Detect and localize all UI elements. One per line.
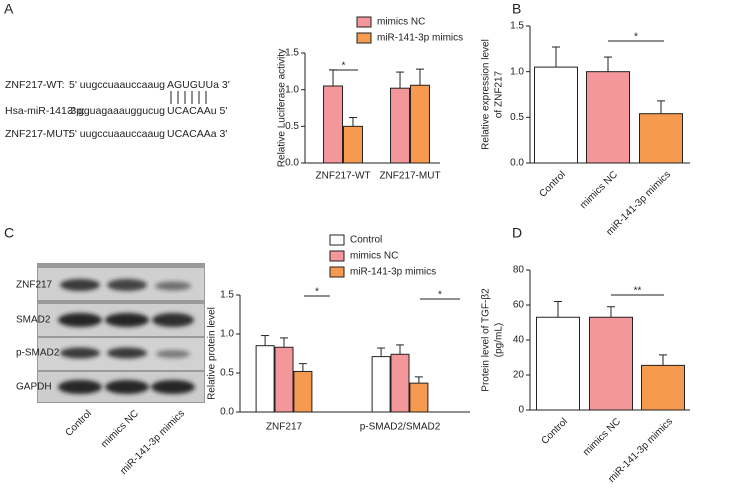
x-tick-label: ZNF217-MUT	[379, 171, 440, 182]
x-tick-label: ZNF217	[266, 422, 303, 433]
bar	[371, 356, 391, 413]
x-tick-label: mimics NC	[581, 416, 623, 458]
y-tick-label: 1.5	[285, 48, 299, 59]
bar	[293, 370, 313, 413]
significance-label: *	[438, 290, 442, 301]
blot-column-label: Control	[63, 408, 94, 439]
sequence-name: Hsa-miR-141-3p:	[5, 105, 85, 117]
sequence-name: ZNF217-WT:	[5, 79, 65, 91]
y-tick-label: 40	[513, 335, 525, 346]
sequence-part: UCACAA	[167, 105, 211, 117]
x-tick-label: mimics NC	[578, 169, 620, 211]
y-axis-label: Relative protein level	[207, 307, 218, 400]
bar	[323, 85, 344, 164]
x-tick-label: Control	[539, 416, 570, 447]
y-tick-label: 60	[513, 300, 525, 311]
y-tick-label: 20	[513, 370, 525, 381]
pairing-lines	[170, 91, 207, 104]
bar	[390, 87, 411, 164]
legend-label: Control	[350, 235, 382, 246]
panel-letter: C	[4, 225, 14, 241]
legend-swatch	[356, 32, 372, 44]
y-tick-label: 1.0	[220, 329, 234, 340]
bar	[536, 316, 580, 411]
y-axis-label: Protein level of TGF-β2	[481, 288, 492, 392]
y-tick-label: 1.5	[220, 290, 234, 301]
legend-label: miR-141-3p mimics	[377, 33, 463, 44]
legend-label: miR-141-3p mimics	[350, 267, 436, 278]
y-tick-label: 1.0	[285, 84, 299, 95]
y-axis-label: of ZNF217	[494, 70, 505, 118]
bar	[534, 66, 578, 164]
blot-row-label: ZNF217	[16, 280, 53, 291]
bar	[589, 316, 633, 411]
y-tick-label: 1.5	[510, 21, 524, 32]
sequence-name: ZNF217-MUT:	[5, 128, 71, 140]
bar	[274, 346, 294, 413]
legend-swatch	[329, 266, 345, 278]
blot-row-label: p-SMAD2	[16, 348, 60, 359]
significance-label: *	[315, 287, 319, 298]
sequence-alignment: ZNF217-WT: 5' uugccuaauccaaug AGUGUUa 3'…	[5, 79, 230, 140]
y-tick-label: 0	[518, 405, 524, 416]
y-tick-label: 0.0	[285, 158, 299, 169]
sequence-part: u 5'	[211, 105, 228, 117]
y-tick-label: 0.5	[285, 121, 299, 132]
sequence-part: 3' gguagaaauggucug	[67, 105, 165, 117]
sequence-part: 5' uugccuaauccaaug	[69, 128, 165, 140]
y-tick-label: 0.5	[510, 112, 524, 123]
significance-label: **	[634, 286, 642, 297]
x-tick-label: ZNF217-WT	[316, 171, 371, 182]
legend-swatch	[356, 16, 372, 28]
panel-letter: B	[512, 1, 521, 17]
bar	[255, 345, 275, 413]
y-axis-label: Relative expression level	[481, 39, 492, 150]
blot-row-label: GAPDH	[16, 382, 52, 393]
bar	[409, 84, 430, 164]
bar	[390, 353, 410, 413]
y-tick-label: 0.5	[220, 368, 234, 379]
x-tick-label: p-SMAD2/SMAD2	[360, 422, 441, 433]
y-axis-label: (pg/mL)	[494, 323, 505, 357]
y-tick-label: 0.0	[220, 407, 234, 418]
blot-row-label: SMAD2	[16, 315, 51, 326]
sequence-part: AGUGUU	[167, 79, 213, 91]
bar	[639, 113, 683, 164]
legend-label: mimics NC	[350, 251, 398, 262]
x-tick-label: Control	[537, 169, 568, 200]
bar	[586, 71, 630, 164]
y-tick-label: 80	[513, 265, 525, 276]
sequence-site: AGUGUUa 3'	[167, 79, 230, 91]
legend-label: mimics NC	[377, 17, 425, 28]
y-tick-label: 1.0	[510, 66, 524, 77]
panel-letter: D	[512, 225, 522, 241]
legend-swatch	[329, 234, 345, 246]
sequence-part: a 3'	[213, 79, 230, 91]
panel-letter: A	[4, 1, 14, 17]
sequence-part: UCACAA	[167, 128, 211, 140]
bar	[409, 382, 429, 413]
blot-column-label: mimics NC	[99, 408, 141, 450]
bar	[641, 364, 685, 411]
sequence-site: UCACAAu 5'	[167, 105, 227, 117]
sequence-part: 5' uugccuaauccaaug	[69, 79, 165, 91]
y-axis-label: Relative Luciferase activity	[277, 49, 288, 167]
western-blot: ZNF217 SMAD2 p-SMAD2 GAPDH Control mimic…	[16, 263, 205, 477]
y-tick-label: 0.0	[510, 158, 524, 169]
significance-label: *	[342, 61, 346, 72]
sequence-part: a 3'	[211, 128, 228, 140]
significance-label: *	[634, 32, 638, 43]
sequence-site: UCACAAa 3'	[167, 128, 227, 140]
bar	[342, 125, 363, 164]
legend-swatch	[329, 250, 345, 262]
